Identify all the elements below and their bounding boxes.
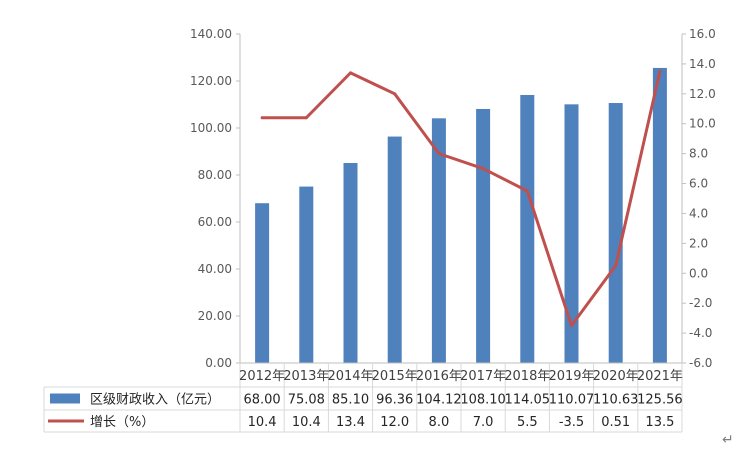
data-label: 7.0: [473, 415, 494, 430]
right-tick-label: 10.0: [689, 117, 716, 131]
legend-label: 增长（%）: [90, 415, 154, 430]
left-tick-label: 140.00: [190, 27, 232, 41]
data-label: -3.5: [559, 415, 584, 430]
legend-label: 区级财政收入（亿元）: [90, 393, 220, 408]
data-table: 2012年2013年2014年2015年2016年2017年2018年2019年…: [43, 362, 683, 433]
data-label: 10.4: [292, 415, 321, 430]
bar-series: [255, 67, 667, 364]
right-tick-label: 2.0: [689, 236, 708, 250]
left-tick-label: 40.00: [198, 262, 232, 276]
data-label: 110.07: [549, 393, 595, 408]
data-label: 75.08: [288, 393, 325, 408]
category-label: 2012年: [239, 369, 285, 384]
data-label: 12.0: [380, 415, 409, 430]
left-tick-label: 120.00: [190, 74, 232, 88]
data-label: 104.12: [416, 393, 462, 408]
line-point: [437, 152, 441, 156]
category-label: 2017年: [460, 369, 506, 384]
bar: [343, 163, 358, 363]
data-label: 0.51: [601, 415, 630, 430]
bar: [564, 104, 579, 363]
data-label: 10.4: [248, 415, 277, 430]
line-series: [260, 69, 662, 328]
line-point: [481, 167, 485, 171]
left-tick-label: 80.00: [198, 168, 232, 182]
return-mark-icon: ↵: [722, 432, 734, 448]
bar: [608, 103, 623, 363]
category-label: 2016年: [416, 369, 462, 384]
right-tick-label: 12.0: [689, 87, 716, 101]
left-tick-label: 60.00: [198, 215, 232, 229]
data-label: 8.0: [429, 415, 450, 430]
right-tick-label: 6.0: [689, 177, 708, 191]
line-point: [349, 71, 352, 75]
line-point: [304, 116, 308, 120]
right-tick-label: 0.0: [689, 266, 708, 280]
bar: [387, 136, 402, 363]
right-tick-label: -4.0: [689, 326, 712, 340]
line-point: [658, 69, 662, 73]
data-label: 96.36: [376, 393, 413, 408]
line-point: [393, 92, 397, 96]
bar: [652, 67, 667, 364]
data-label: 108.10: [460, 393, 506, 408]
right-tick-label: 16.0: [689, 27, 716, 41]
data-label: 110.63: [593, 393, 639, 408]
left-tick-label: 20.00: [198, 309, 232, 323]
legend-swatch-bar: [50, 393, 80, 404]
data-label: 114.05: [505, 393, 551, 408]
category-label: 2020年: [593, 369, 639, 384]
left-tick-label: 100.00: [190, 121, 232, 135]
bar: [520, 94, 535, 364]
right-tick-label: -2.0: [689, 296, 712, 310]
data-label: 13.4: [336, 415, 365, 430]
line-point: [570, 324, 573, 328]
right-tick-label: 14.0: [689, 57, 716, 71]
right-tick-label: 8.0: [689, 147, 708, 161]
category-label: 2015年: [372, 369, 418, 384]
category-label: 2021年: [637, 369, 683, 384]
data-label: 68.00: [243, 393, 280, 408]
growth-line: [262, 71, 662, 328]
category-label: 2018年: [504, 369, 550, 384]
line-point: [614, 264, 618, 268]
category-label: 2014年: [327, 369, 373, 384]
data-label: 13.5: [645, 415, 674, 430]
category-label: 2019年: [548, 369, 594, 384]
line-point: [525, 189, 529, 193]
bar: [255, 203, 270, 363]
bar: [431, 118, 446, 364]
right-tick-label: 4.0: [689, 206, 708, 220]
data-label: 85.10: [332, 393, 369, 408]
category-label: 2013年: [283, 369, 329, 384]
line-point: [260, 116, 264, 120]
data-label: 125.56: [637, 393, 683, 408]
bar: [476, 108, 491, 363]
data-label: 5.5: [517, 415, 538, 430]
right-tick-label: -6.0: [689, 356, 712, 370]
bar: [299, 186, 314, 363]
axes: 0.00 20.00 40.00 60.00 80.00 100.00 120.00 140.…: [190, 27, 716, 370]
left-tick-label: 0.00: [205, 356, 232, 370]
